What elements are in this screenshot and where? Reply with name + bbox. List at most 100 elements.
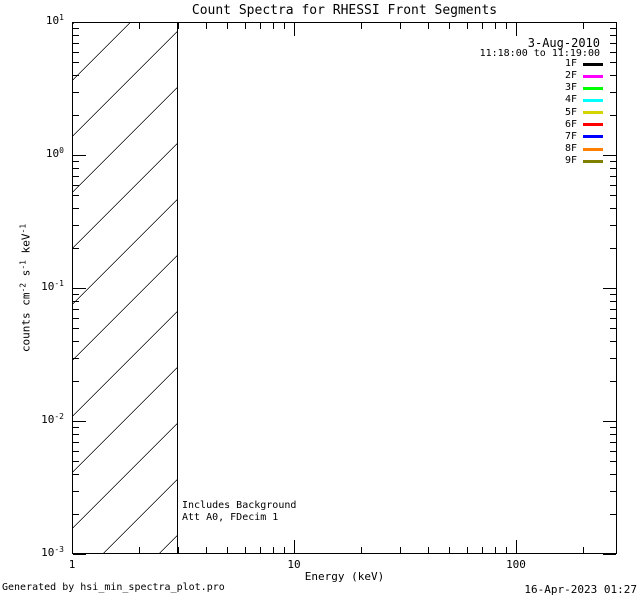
axis-tick (72, 23, 73, 36)
axis-tick (610, 474, 616, 475)
axis-tick (73, 225, 79, 226)
axis-tick (506, 23, 507, 29)
axis-tick (583, 547, 584, 553)
axis-tick (610, 35, 616, 36)
axis-tick (449, 547, 450, 553)
axis-tick (73, 28, 79, 29)
axis-tick (260, 547, 261, 553)
legend-entry-label: 1F (564, 58, 577, 70)
axis-tick (516, 540, 517, 553)
legend-entry-label: 9F (564, 155, 577, 167)
axis-tick (73, 309, 79, 310)
legend-entry: 1F (533, 58, 603, 70)
axis-tick (73, 92, 79, 93)
legend-entry-label: 4F (564, 94, 577, 106)
axis-tick (227, 23, 228, 29)
axis-tick (610, 442, 616, 443)
axis-tick (139, 547, 140, 553)
axis-tick (73, 155, 86, 156)
axis-tick (610, 461, 616, 462)
legend-color-swatch (583, 147, 603, 151)
axis-tick (73, 341, 79, 342)
axis-tick (73, 427, 79, 428)
axis-tick (73, 62, 79, 63)
legend-entry-label: 7F (564, 130, 577, 142)
axis-tick (495, 23, 496, 29)
axis-tick (610, 328, 616, 329)
axis-tick (73, 301, 79, 302)
axis-tick (495, 547, 496, 553)
footer-generator: Generated by hsi_min_spectra_plot.pro (2, 582, 225, 593)
axis-tick (73, 461, 79, 462)
axis-tick (73, 195, 79, 196)
axis-tick (603, 155, 616, 156)
axis-tick (73, 514, 79, 515)
axis-tick (428, 23, 429, 29)
axis-tick (610, 294, 616, 295)
axis-tick (610, 195, 616, 196)
legend-entry: 4F (533, 94, 603, 106)
axis-tick (610, 491, 616, 492)
axis-tick (73, 474, 79, 475)
axis-tick (73, 43, 79, 44)
legend-entry: 5F (533, 107, 603, 119)
axis-tick (610, 514, 616, 515)
axis-tick (73, 75, 79, 76)
axis-tick (73, 288, 86, 289)
legend-entry-label: 5F (564, 106, 577, 118)
axis-tick (294, 23, 295, 36)
legend-color-swatch (583, 98, 603, 102)
axis-tick (610, 43, 616, 44)
note-background: Includes Background (182, 500, 297, 511)
axis-tick (73, 554, 86, 555)
axis-tick (227, 547, 228, 553)
axis-tick (73, 52, 79, 53)
axis-tick (245, 547, 246, 553)
axis-tick (73, 294, 79, 295)
legend-entry: 2F (533, 70, 603, 82)
axis-tick (610, 381, 616, 382)
legend-date: 3-Aug-2010 (527, 36, 600, 50)
axis-tick (73, 168, 79, 169)
axis-tick (516, 23, 517, 36)
footer-timestamp: 16-Apr-2023 01:27 (524, 583, 637, 596)
axis-tick (361, 23, 362, 29)
legend-entry-label: 6F (564, 118, 577, 130)
axis-tick (610, 161, 616, 162)
plot-notes: Includes Background Att A0, FDecim 1 (182, 500, 296, 523)
axis-tick (139, 23, 140, 29)
axis-tick (245, 23, 246, 29)
axis-tick (610, 168, 616, 169)
axis-tick (400, 547, 401, 553)
axis-tick (73, 442, 79, 443)
plot-frame (72, 22, 617, 554)
axis-tick (610, 451, 616, 452)
legend: 1F 2F 3F 4F 5F 6F 7F 8F 9F (533, 58, 603, 167)
legend-time-range: 11:18:00 to 11:19:00 (479, 48, 600, 59)
axis-tick (610, 301, 616, 302)
axis-tick (73, 176, 79, 177)
axis-tick (610, 62, 616, 63)
axis-tick (603, 421, 616, 422)
legend-entry: 8F (533, 143, 603, 155)
axis-tick (603, 288, 616, 289)
x-axis-tick-label: 1 (68, 558, 76, 571)
axis-tick (178, 23, 179, 29)
axis-tick (178, 547, 179, 553)
legend-entry: 6F (533, 119, 603, 131)
legend-color-swatch (583, 62, 603, 66)
axis-tick (206, 547, 207, 553)
axis-tick (284, 23, 285, 29)
legend-color-swatch (583, 159, 603, 163)
axis-tick (506, 547, 507, 553)
legend-color-swatch (583, 74, 603, 78)
axis-tick (73, 115, 79, 116)
legend-entry-label: 8F (564, 143, 577, 155)
y-axis-tick-label: 100 (45, 146, 64, 160)
axis-tick (449, 23, 450, 29)
axis-tick (72, 540, 73, 553)
axis-tick (428, 547, 429, 553)
axis-tick (610, 28, 616, 29)
axis-tick (610, 208, 616, 209)
